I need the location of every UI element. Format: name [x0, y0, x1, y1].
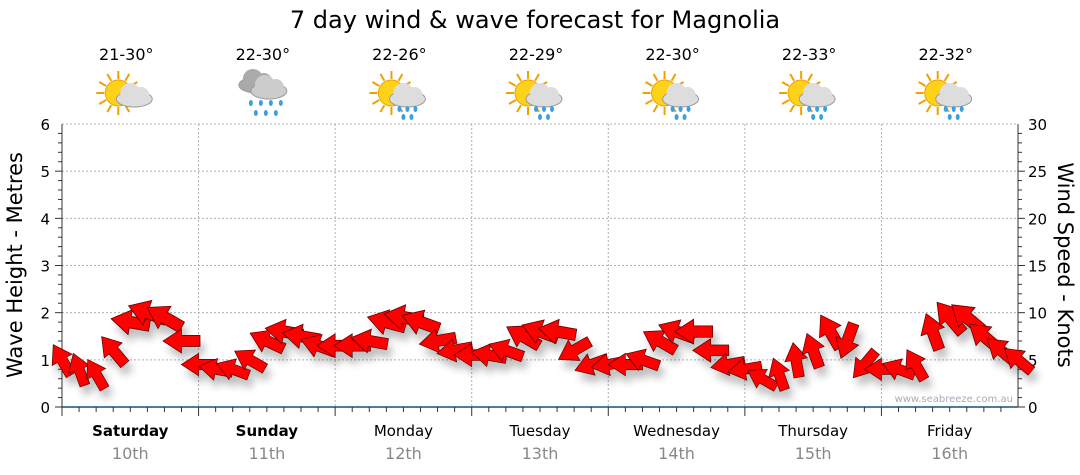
y-tick-right: 30 — [1028, 116, 1047, 134]
wind-arrow — [1004, 348, 1036, 376]
wind-arrow — [835, 321, 860, 359]
watermark: www.seabreeze.com.au — [895, 394, 1013, 405]
sun-cloud-rain-icon — [779, 71, 836, 120]
wind-arrow — [216, 358, 251, 381]
day-temp: 22-30° — [645, 45, 700, 64]
wind-arrow — [180, 352, 217, 377]
day-name: Wednesday — [633, 422, 720, 440]
y-tick-right: 15 — [1028, 258, 1047, 276]
y-tick-left: 6 — [40, 116, 50, 134]
y-tick-left: 0 — [40, 399, 50, 417]
y-tick-left: 3 — [40, 258, 50, 276]
wind-arrow — [249, 329, 287, 355]
sun-cloud-icon — [96, 71, 153, 115]
wind-arrow — [692, 338, 730, 363]
day-date: 13th — [522, 444, 559, 463]
sun-cloud-rain-icon — [506, 71, 563, 120]
wind-arrow — [905, 349, 930, 383]
y-tick-right: 25 — [1028, 163, 1047, 181]
y-tick-right: 0 — [1028, 399, 1038, 417]
y-tick-right: 10 — [1028, 305, 1047, 323]
day-name: Thursday — [777, 422, 848, 440]
wind-arrow — [557, 336, 593, 361]
day-date: 16th — [931, 444, 968, 463]
rain-cloud-icon — [238, 69, 288, 116]
wind-arrow — [673, 318, 714, 345]
wind-arrow — [642, 330, 679, 356]
day-date: 14th — [658, 444, 695, 463]
wind-arrow — [537, 318, 578, 345]
wind-arrow — [488, 338, 526, 363]
day-name: Monday — [374, 422, 433, 440]
day-name: Sunday — [236, 422, 299, 440]
y-axis-left-label: Wave Height - Metres — [3, 152, 27, 378]
sun-cloud-rain-icon — [915, 71, 973, 120]
wind-arrow — [625, 348, 662, 372]
y-tick-right: 20 — [1028, 210, 1047, 228]
wind-arrow — [86, 358, 110, 392]
wind-arrow — [68, 352, 91, 388]
day-name: Friday — [927, 422, 973, 440]
wind-arrow — [920, 313, 946, 352]
y-tick-right: 5 — [1028, 352, 1038, 370]
y-tick-left: 2 — [40, 305, 50, 323]
wind-arrow — [936, 301, 968, 337]
chart-title: 7 day wind & wave forecast for Magnolia — [290, 6, 780, 34]
wind-arrow — [418, 328, 458, 354]
wind-arrow — [162, 328, 201, 354]
wind-arrow — [727, 357, 763, 381]
day-temp: 22-29° — [509, 45, 564, 64]
wind-arrow — [436, 338, 474, 363]
day-temp: 22-30° — [236, 45, 291, 64]
day-date: 12th — [385, 444, 422, 463]
y-tick-left: 1 — [40, 352, 50, 370]
day-date: 10th — [112, 444, 149, 463]
wind-arrow — [350, 328, 389, 354]
day-temp: 21-30° — [99, 45, 154, 64]
day-temp: 22-26° — [372, 45, 427, 64]
wind-arrow — [506, 325, 543, 352]
day-name: Saturday — [92, 422, 169, 440]
sun-cloud-rain-icon — [642, 71, 700, 120]
wind-arrow — [768, 357, 790, 392]
y-tick-left: 4 — [40, 210, 50, 228]
day-temp: 22-33° — [782, 45, 837, 64]
y-axis-right-label: Wind Speed - Knots — [1053, 162, 1077, 367]
y-tick-left: 5 — [40, 163, 50, 181]
wind-arrow — [784, 341, 808, 379]
day-temp: 22-32° — [918, 45, 973, 64]
wind-arrow — [710, 352, 747, 377]
wind-arrow — [146, 305, 186, 333]
day-name: Tuesday — [508, 422, 570, 440]
wind-arrow — [801, 332, 825, 370]
sun-cloud-rain-icon — [369, 71, 426, 120]
day-date: 15th — [795, 444, 832, 463]
wind-arrow — [401, 309, 442, 335]
wind-arrow — [234, 349, 269, 374]
day-date: 11th — [248, 444, 285, 463]
wind-arrow — [101, 336, 130, 369]
